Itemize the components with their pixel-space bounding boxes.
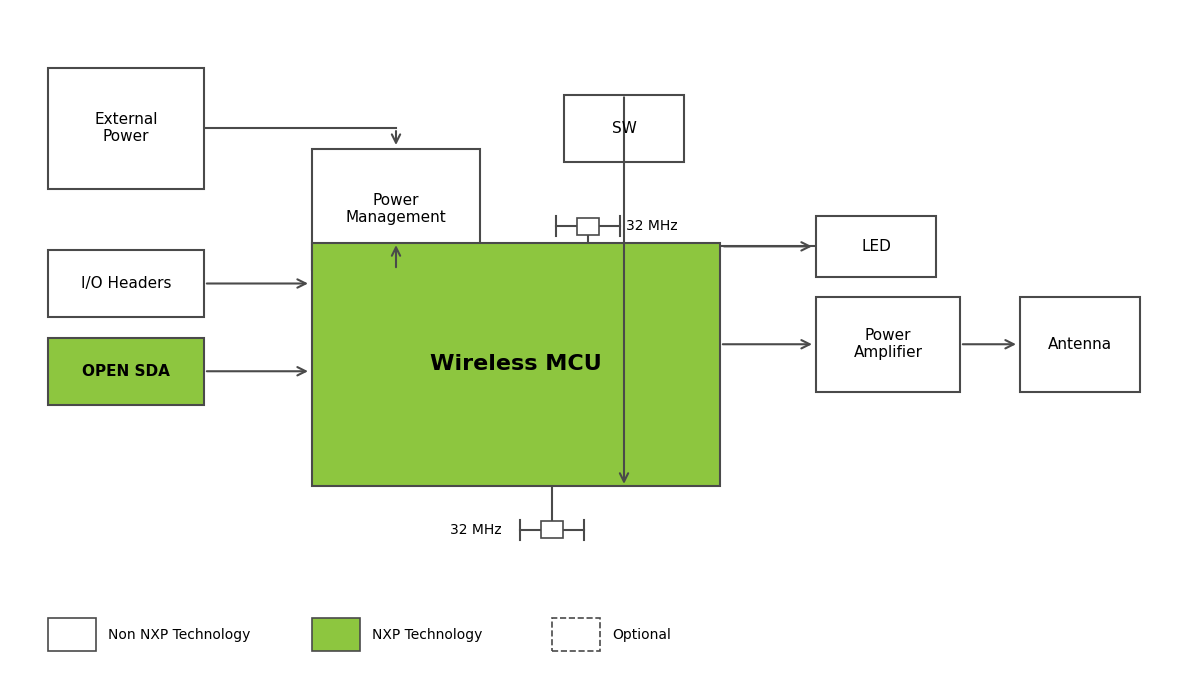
FancyBboxPatch shape: [541, 521, 563, 539]
Text: Antenna: Antenna: [1048, 337, 1112, 352]
Text: External
Power: External Power: [95, 112, 157, 144]
FancyBboxPatch shape: [48, 68, 204, 189]
FancyBboxPatch shape: [816, 297, 960, 392]
FancyBboxPatch shape: [312, 618, 360, 651]
Text: 32 MHz: 32 MHz: [450, 523, 502, 537]
Text: I/O Headers: I/O Headers: [80, 276, 172, 291]
Text: Power
Amplifier: Power Amplifier: [853, 328, 923, 360]
FancyBboxPatch shape: [48, 618, 96, 651]
FancyBboxPatch shape: [312, 148, 480, 270]
FancyBboxPatch shape: [48, 338, 204, 405]
FancyBboxPatch shape: [577, 217, 599, 235]
Text: Non NXP Technology: Non NXP Technology: [108, 628, 251, 641]
FancyBboxPatch shape: [312, 243, 720, 486]
Text: NXP Technology: NXP Technology: [372, 628, 482, 641]
FancyBboxPatch shape: [816, 216, 936, 277]
Text: OPEN SDA: OPEN SDA: [82, 364, 170, 379]
Text: Power
Management: Power Management: [346, 193, 446, 225]
Text: LED: LED: [862, 239, 890, 254]
FancyBboxPatch shape: [564, 95, 684, 162]
Text: Wireless MCU: Wireless MCU: [430, 354, 602, 375]
Text: SW: SW: [612, 121, 636, 136]
Text: 32 MHz: 32 MHz: [626, 219, 678, 233]
FancyBboxPatch shape: [48, 250, 204, 317]
FancyBboxPatch shape: [552, 618, 600, 651]
Text: Optional: Optional: [612, 628, 671, 641]
FancyBboxPatch shape: [1020, 297, 1140, 392]
